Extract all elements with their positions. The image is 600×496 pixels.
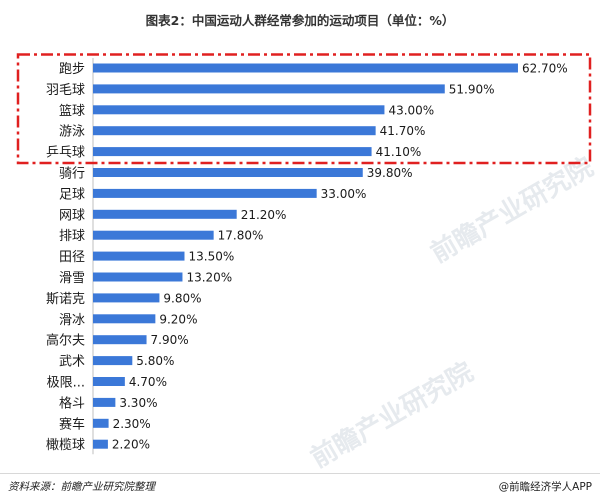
bar [93, 63, 518, 73]
value-label: 4.70% [129, 375, 167, 389]
category-label: 斯诺克 [46, 292, 85, 307]
bar [93, 377, 125, 386]
value-label: 17.80% [218, 229, 264, 243]
bar [93, 418, 109, 428]
bar [93, 84, 445, 94]
category-label: 乒乓球 [46, 146, 85, 161]
value-label: 5.80% [136, 354, 174, 368]
bar [93, 209, 237, 219]
brand-credit: @前瞻经济学人APP [498, 481, 592, 493]
highlight-box [16, 53, 592, 165]
category-label: 游泳 [59, 125, 85, 140]
value-label: 3.30% [119, 396, 157, 410]
category-label: 田径 [59, 250, 85, 265]
bar [93, 272, 183, 282]
value-label: 51.90% [449, 82, 495, 96]
category-label: 格斗 [59, 395, 85, 411]
category-label: 高尔夫 [46, 333, 85, 349]
value-label: 13.50% [189, 250, 235, 264]
value-label: 39.80% [367, 166, 413, 180]
bar [93, 251, 185, 261]
value-label: 21.20% [241, 208, 287, 222]
category-label: 橄榄球 [46, 437, 85, 453]
value-label: 9.80% [163, 291, 201, 305]
bar [93, 147, 372, 157]
category-label: 极限... [47, 376, 85, 391]
bar [93, 293, 160, 303]
value-label: 62.70% [522, 62, 568, 76]
bar [93, 126, 376, 136]
bar [93, 188, 317, 198]
bar [93, 335, 147, 345]
category-label: 足球 [59, 187, 85, 202]
bar [93, 439, 108, 449]
value-label: 2.20% [112, 438, 150, 452]
value-label: 7.90% [151, 333, 189, 347]
bar [93, 356, 133, 366]
value-label: 33.00% [321, 187, 367, 201]
bar-chart: 跑步 62.70% 羽毛球 51.90% 篮球 43.00% 游泳 41.70% 乒乓球 41.1… [16, 53, 592, 455]
value-label: 9.20% [159, 312, 197, 326]
value-label: 13.20% [186, 271, 232, 285]
category-label: 滑冰 [59, 313, 85, 328]
category-label: 滑雪 [59, 271, 85, 286]
category-label: 排球 [59, 229, 85, 244]
value-label: 43.00% [388, 103, 434, 117]
bar [93, 168, 363, 177]
bar [93, 314, 156, 324]
category-label: 跑步 [59, 62, 85, 77]
footer: 资料来源：前瞻产业研究院整理 @前瞻经济学人APP [0, 473, 600, 496]
category-label: 赛车 [59, 416, 85, 432]
category-label: 武术 [59, 355, 85, 370]
bar [93, 105, 385, 115]
value-label: 41.70% [380, 124, 426, 138]
category-label: 羽毛球 [46, 83, 85, 98]
bar [93, 397, 116, 407]
value-label: 41.10% [376, 145, 422, 159]
category-label: 网球 [59, 208, 85, 223]
category-label: 篮球 [59, 104, 85, 119]
source-note: 资料来源：前瞻产业研究院整理 [8, 481, 155, 493]
value-label: 2.30% [113, 417, 151, 431]
bar [93, 230, 214, 240]
category-label: 骑行 [59, 167, 85, 182]
chart-title: 图表2：中国运动人群经常参加的运动项目（单位：%） [145, 13, 455, 28]
